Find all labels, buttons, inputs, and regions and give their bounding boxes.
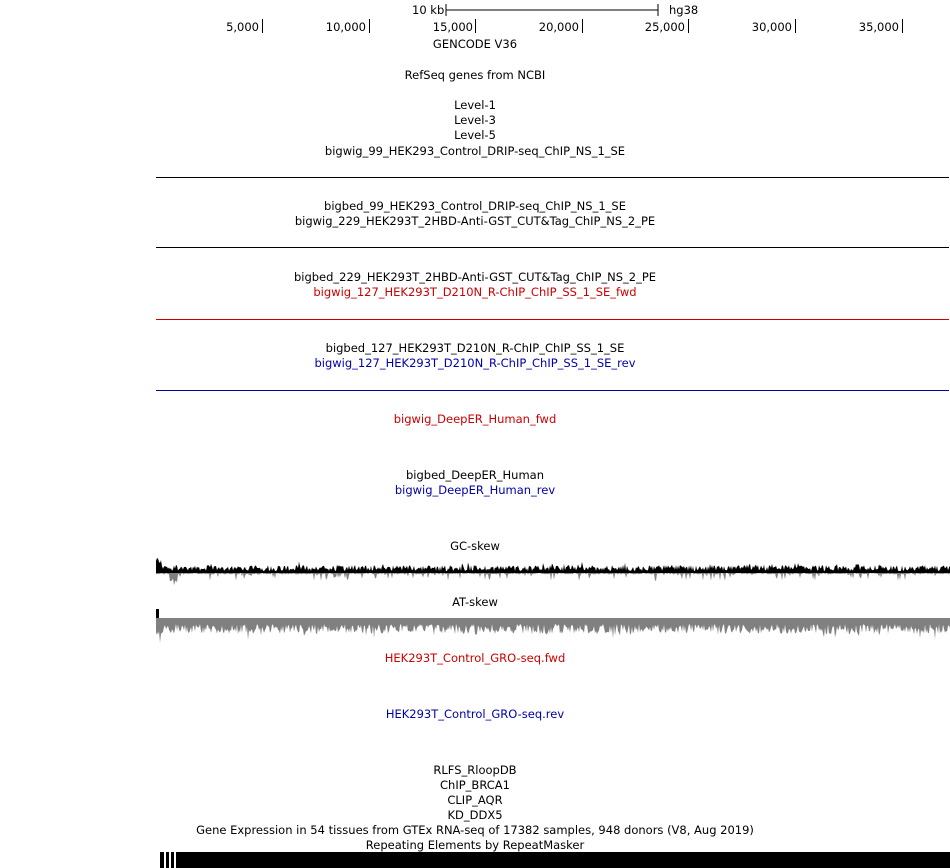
track-title-level-3[interactable]: Level-3 xyxy=(454,113,496,127)
ruler-tick-label: 20,000 xyxy=(538,20,579,34)
ruler-tick xyxy=(582,19,583,33)
track-title-kd-ddx5[interactable]: KD_DDX5 xyxy=(447,808,503,822)
ruler-tick-label: 15,000 xyxy=(432,20,473,34)
track-title-repeatmasker[interactable]: Repeating Elements by RepeatMasker xyxy=(365,838,585,852)
track-title-bigwig-127-rev[interactable]: bigwig_127_HEK293T_D210N_R-ChIP_ChIP_SS_… xyxy=(314,356,636,370)
track-title-deeper-fwd[interactable]: bigwig_DeepER_Human_fwd xyxy=(393,412,557,426)
track-title-chip-brca1[interactable]: ChIP_BRCA1 xyxy=(440,778,510,792)
ruler-tick xyxy=(795,19,796,33)
bigwig-229-signal-baseline xyxy=(156,247,949,248)
track-title-gro-fwd[interactable]: HEK293T_Control_GRO-seq.fwd xyxy=(384,651,566,665)
track-title-bigwig-229[interactable]: bigwig_229_HEK293T_2HBD-Anti-GST_CUT&Tag… xyxy=(294,214,656,228)
ruler-tick-label: 30,000 xyxy=(751,20,792,34)
track-title-deeper-rev[interactable]: bigwig_DeepER_Human_rev xyxy=(394,483,556,497)
track-title-level-5[interactable]: Level-5 xyxy=(454,128,496,142)
track-title-gencode[interactable]: GENCODE V36 xyxy=(432,37,518,51)
track-title-at-skew[interactable]: AT-skew xyxy=(452,595,498,609)
at-skew-signal[interactable] xyxy=(156,606,950,652)
ruler-tick xyxy=(369,19,370,33)
gc-skew-positive-area xyxy=(156,558,950,573)
gc-skew-signal[interactable] xyxy=(156,550,950,595)
track-title-bigbed-99[interactable]: bigbed_99_HEK293_Control_DRIP-seq_ChIP_N… xyxy=(324,199,626,213)
track-title-refseq[interactable]: RefSeq genes from NCBI xyxy=(404,68,546,82)
at-skew-positive-spike xyxy=(156,609,159,618)
scale-bar-label: 10 kb xyxy=(412,3,445,17)
ruler-tick xyxy=(262,19,263,33)
track-title-gtex[interactable]: Gene Expression in 54 tissues from GTEx … xyxy=(196,823,754,837)
gc-skew-negative-area xyxy=(156,573,950,586)
ruler-tick-label: 10,000 xyxy=(325,20,366,34)
ruler-tick xyxy=(475,19,476,33)
bigwig-127-fwd-signal-baseline xyxy=(156,319,949,320)
track-title-bigwig-99[interactable]: bigwig_99_HEK293_Control_DRIP-seq_ChIP_N… xyxy=(324,144,626,158)
ruler-tick-label: 35,000 xyxy=(858,20,899,34)
track-title-bigbed-229[interactable]: bigbed_229_HEK293T_2HBD-Anti-GST_CUT&Tag… xyxy=(293,270,657,284)
track-title-clip-aqr[interactable]: CLIP_AQR xyxy=(447,793,503,807)
at-skew-negative-area xyxy=(156,618,950,643)
track-title-gc-skew[interactable]: GC-skew xyxy=(450,539,500,553)
repeat-element xyxy=(160,852,164,868)
bigwig-127-rev-signal-baseline xyxy=(156,390,949,391)
track-title-gro-rev[interactable]: HEK293T_Control_GRO-seq.rev xyxy=(385,707,565,721)
track-title-bigwig-127-fwd[interactable]: bigwig_127_HEK293T_D210N_R-ChIP_ChIP_SS_… xyxy=(313,285,637,299)
ruler-tick xyxy=(902,19,903,33)
ruler-tick-label: 25,000 xyxy=(644,20,685,34)
track-title-rlfs[interactable]: RLFS_RloopDB xyxy=(433,763,517,777)
repeat-element xyxy=(171,852,174,868)
ruler-tick-label: 5,000 xyxy=(226,20,259,34)
bigwig-99-signal-baseline xyxy=(156,177,949,178)
repeat-element xyxy=(166,852,169,868)
assembly-label: hg38 xyxy=(669,3,699,17)
scale-bar xyxy=(445,4,659,16)
track-title-deeper-bed[interactable]: bigbed_DeepER_Human xyxy=(405,468,544,482)
track-title-bigbed-127[interactable]: bigbed_127_HEK293T_D210N_R-ChIP_ChIP_SS_… xyxy=(325,341,625,355)
repeat-element xyxy=(176,852,950,868)
repeatmasker-elements[interactable] xyxy=(160,852,950,868)
ruler-tick xyxy=(688,19,689,33)
track-title-level-1[interactable]: Level-1 xyxy=(454,98,496,112)
